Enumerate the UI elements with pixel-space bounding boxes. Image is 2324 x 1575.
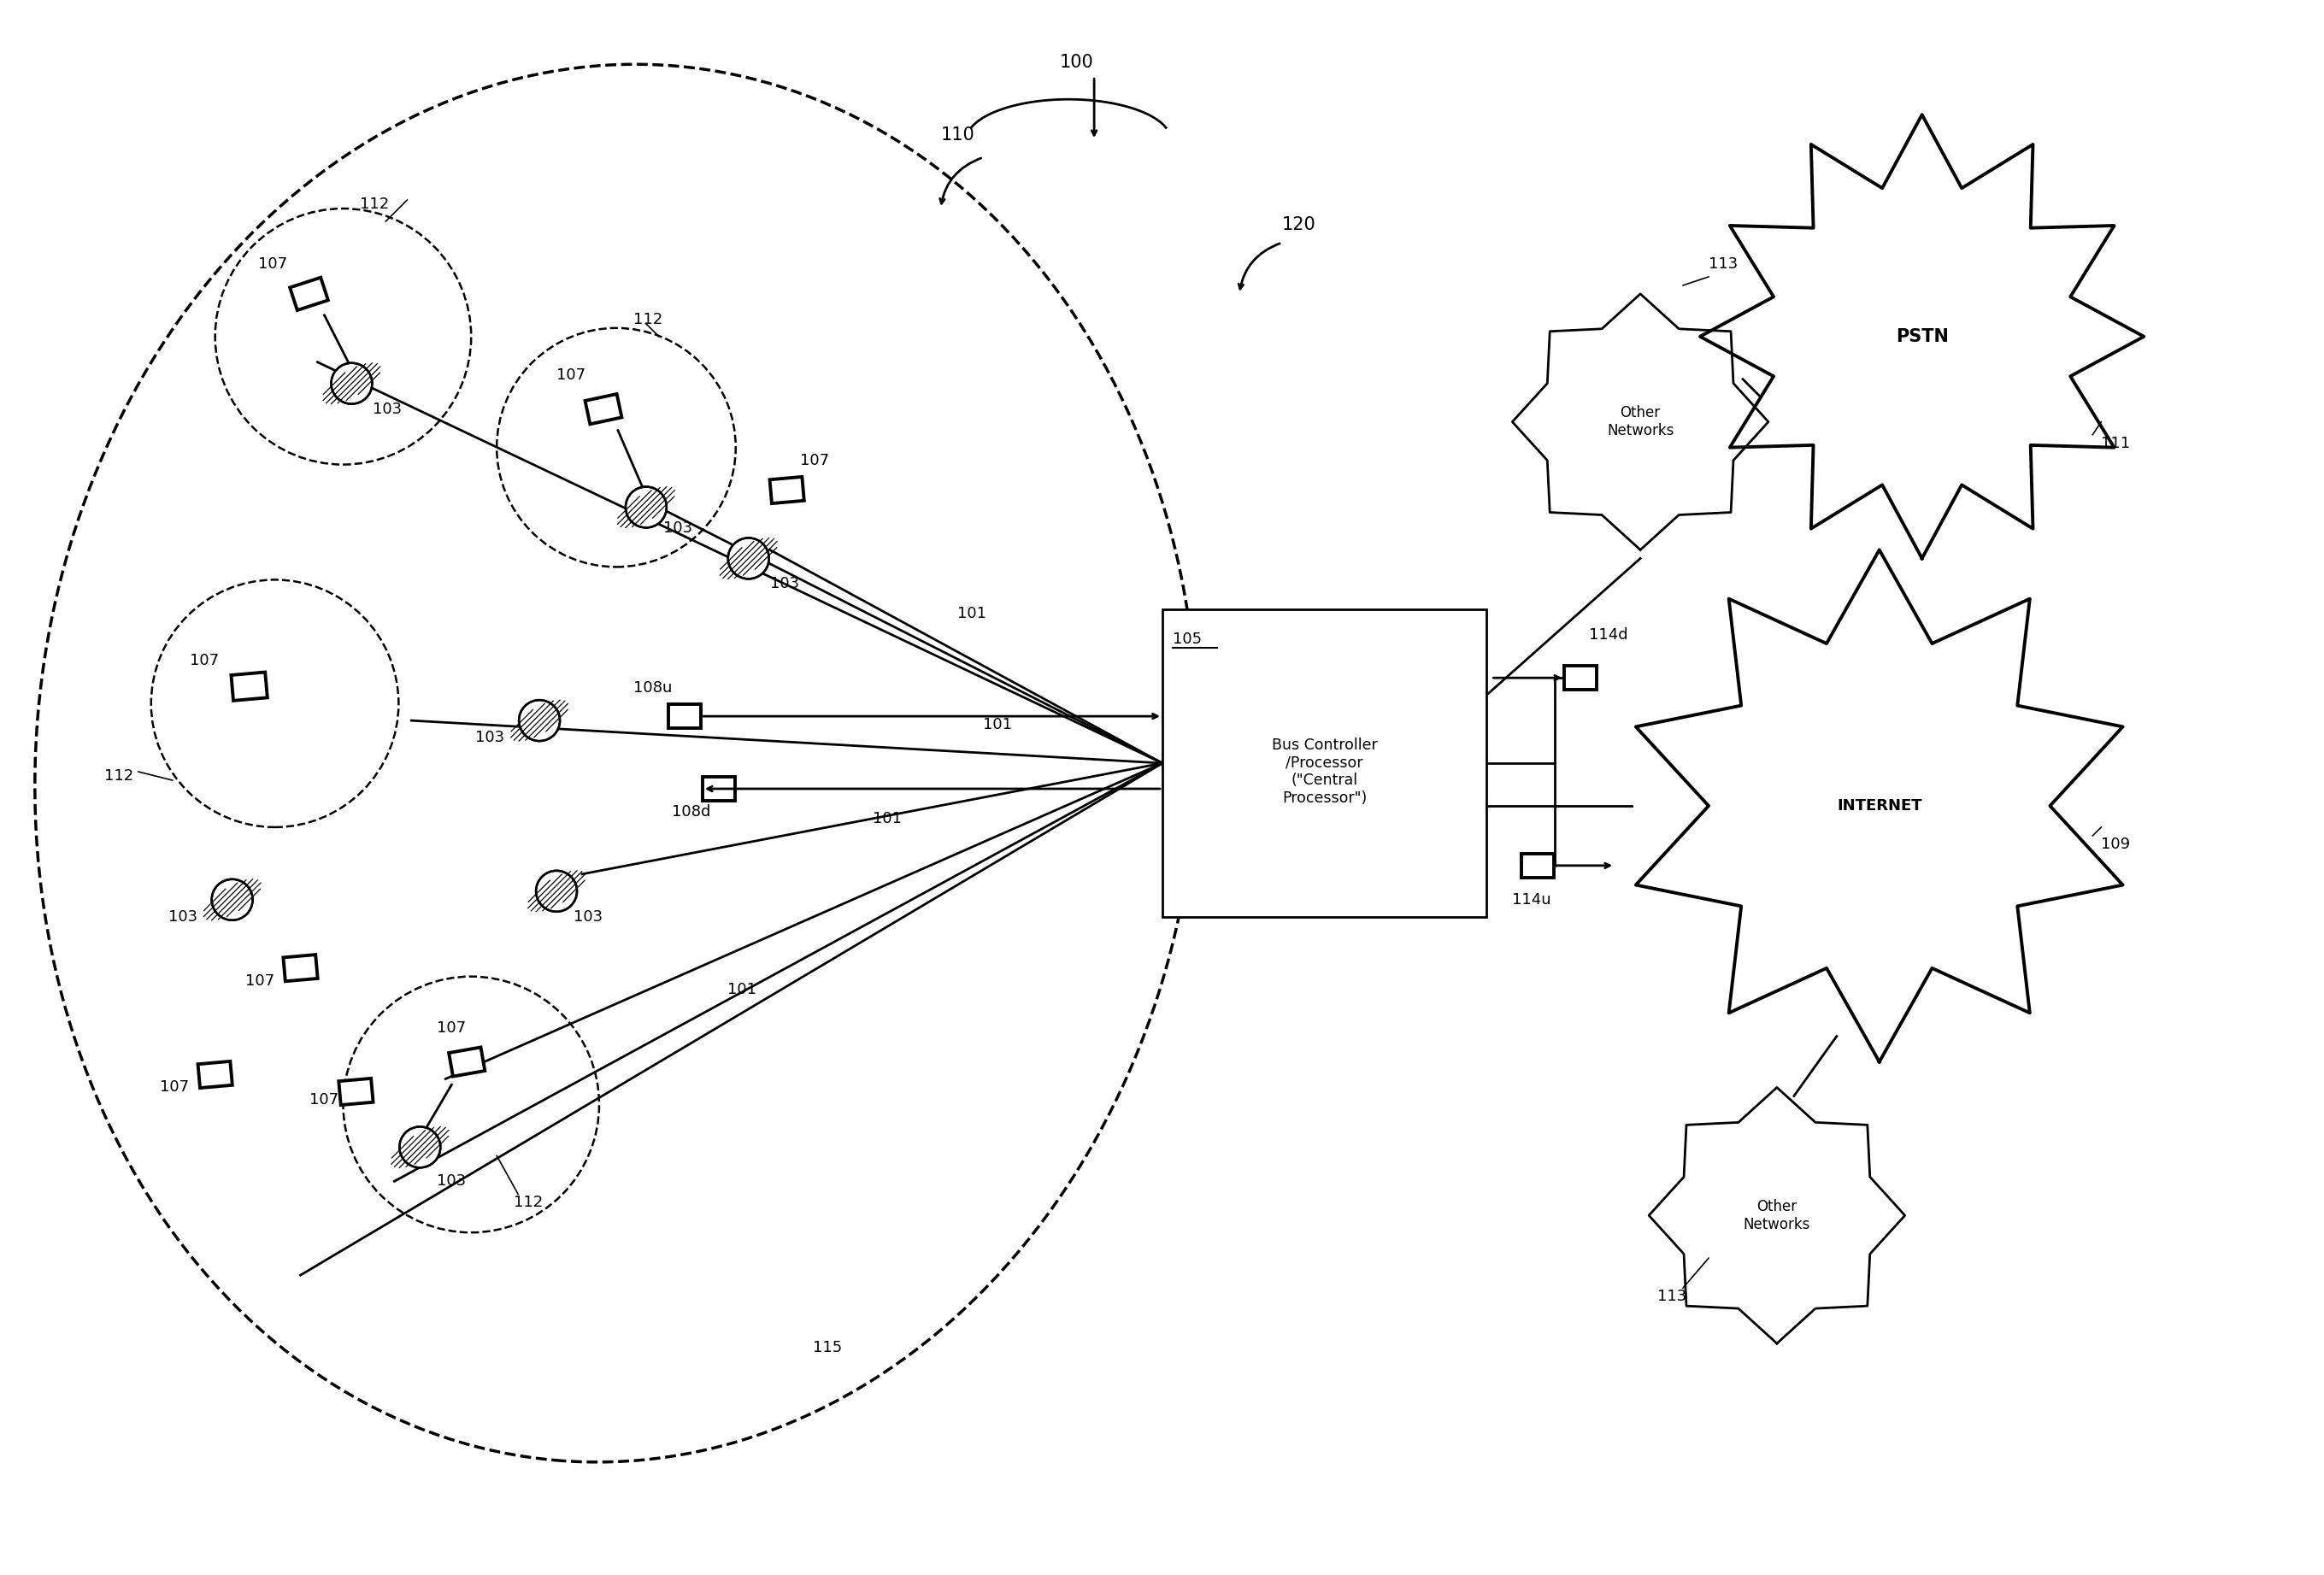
Text: 107: 107 [309,1093,339,1107]
Text: 101: 101 [957,606,988,622]
Polygon shape [1522,854,1555,877]
Text: 112: 112 [105,769,132,784]
Text: 108u: 108u [634,680,672,696]
Text: 113: 113 [1708,257,1738,271]
Text: 114d: 114d [1590,627,1629,643]
Polygon shape [198,1062,232,1088]
Text: 112: 112 [360,197,390,213]
Polygon shape [769,477,804,504]
Text: 103: 103 [437,1173,467,1189]
Text: 111: 111 [2101,436,2131,450]
Text: 107: 107 [555,367,586,383]
Text: 112: 112 [514,1195,544,1210]
Polygon shape [290,277,328,310]
Polygon shape [586,394,623,424]
Polygon shape [669,704,702,728]
Text: 105: 105 [1174,632,1202,647]
Text: 107: 107 [244,973,274,989]
Circle shape [625,487,667,528]
Polygon shape [449,1047,486,1076]
Text: INTERNET: INTERNET [1836,799,1922,814]
Polygon shape [284,954,318,981]
Text: 109: 109 [2101,836,2131,852]
Circle shape [537,871,576,912]
Text: 107: 107 [258,257,286,271]
Text: Other
Networks: Other Networks [1606,405,1673,438]
Text: 101: 101 [727,981,755,997]
Circle shape [332,362,372,403]
Text: 120: 120 [1283,216,1315,233]
Text: 107: 107 [799,452,830,468]
Text: 103: 103 [476,729,504,745]
Text: 107: 107 [191,654,218,668]
Circle shape [211,879,253,920]
Text: 103: 103 [769,576,799,592]
Text: 115: 115 [813,1340,841,1356]
Polygon shape [339,1079,374,1106]
Polygon shape [230,673,267,701]
Text: Bus Controller
/Processor
("Central
Processor"): Bus Controller /Processor ("Central Proc… [1271,737,1378,806]
Text: 107: 107 [437,1021,467,1035]
Text: 112: 112 [634,312,662,328]
Text: Other
Networks: Other Networks [1743,1199,1810,1232]
Circle shape [727,539,769,580]
Text: 103: 103 [372,402,402,417]
Circle shape [518,699,560,740]
Text: PSTN: PSTN [1896,328,1948,345]
Text: 103: 103 [662,521,693,536]
Polygon shape [702,776,734,800]
Text: 101: 101 [983,717,1013,732]
Bar [1162,610,1487,917]
Text: 100: 100 [1060,54,1095,71]
Text: 110: 110 [941,126,974,143]
Text: 101: 101 [872,811,902,827]
Text: 103: 103 [574,909,602,925]
Text: 103: 103 [167,909,198,925]
Circle shape [400,1126,442,1167]
Text: 107: 107 [160,1080,188,1095]
Text: 114u: 114u [1513,891,1552,907]
Text: 108d: 108d [672,805,711,819]
Text: 113: 113 [1657,1288,1687,1304]
Polygon shape [1564,666,1597,690]
